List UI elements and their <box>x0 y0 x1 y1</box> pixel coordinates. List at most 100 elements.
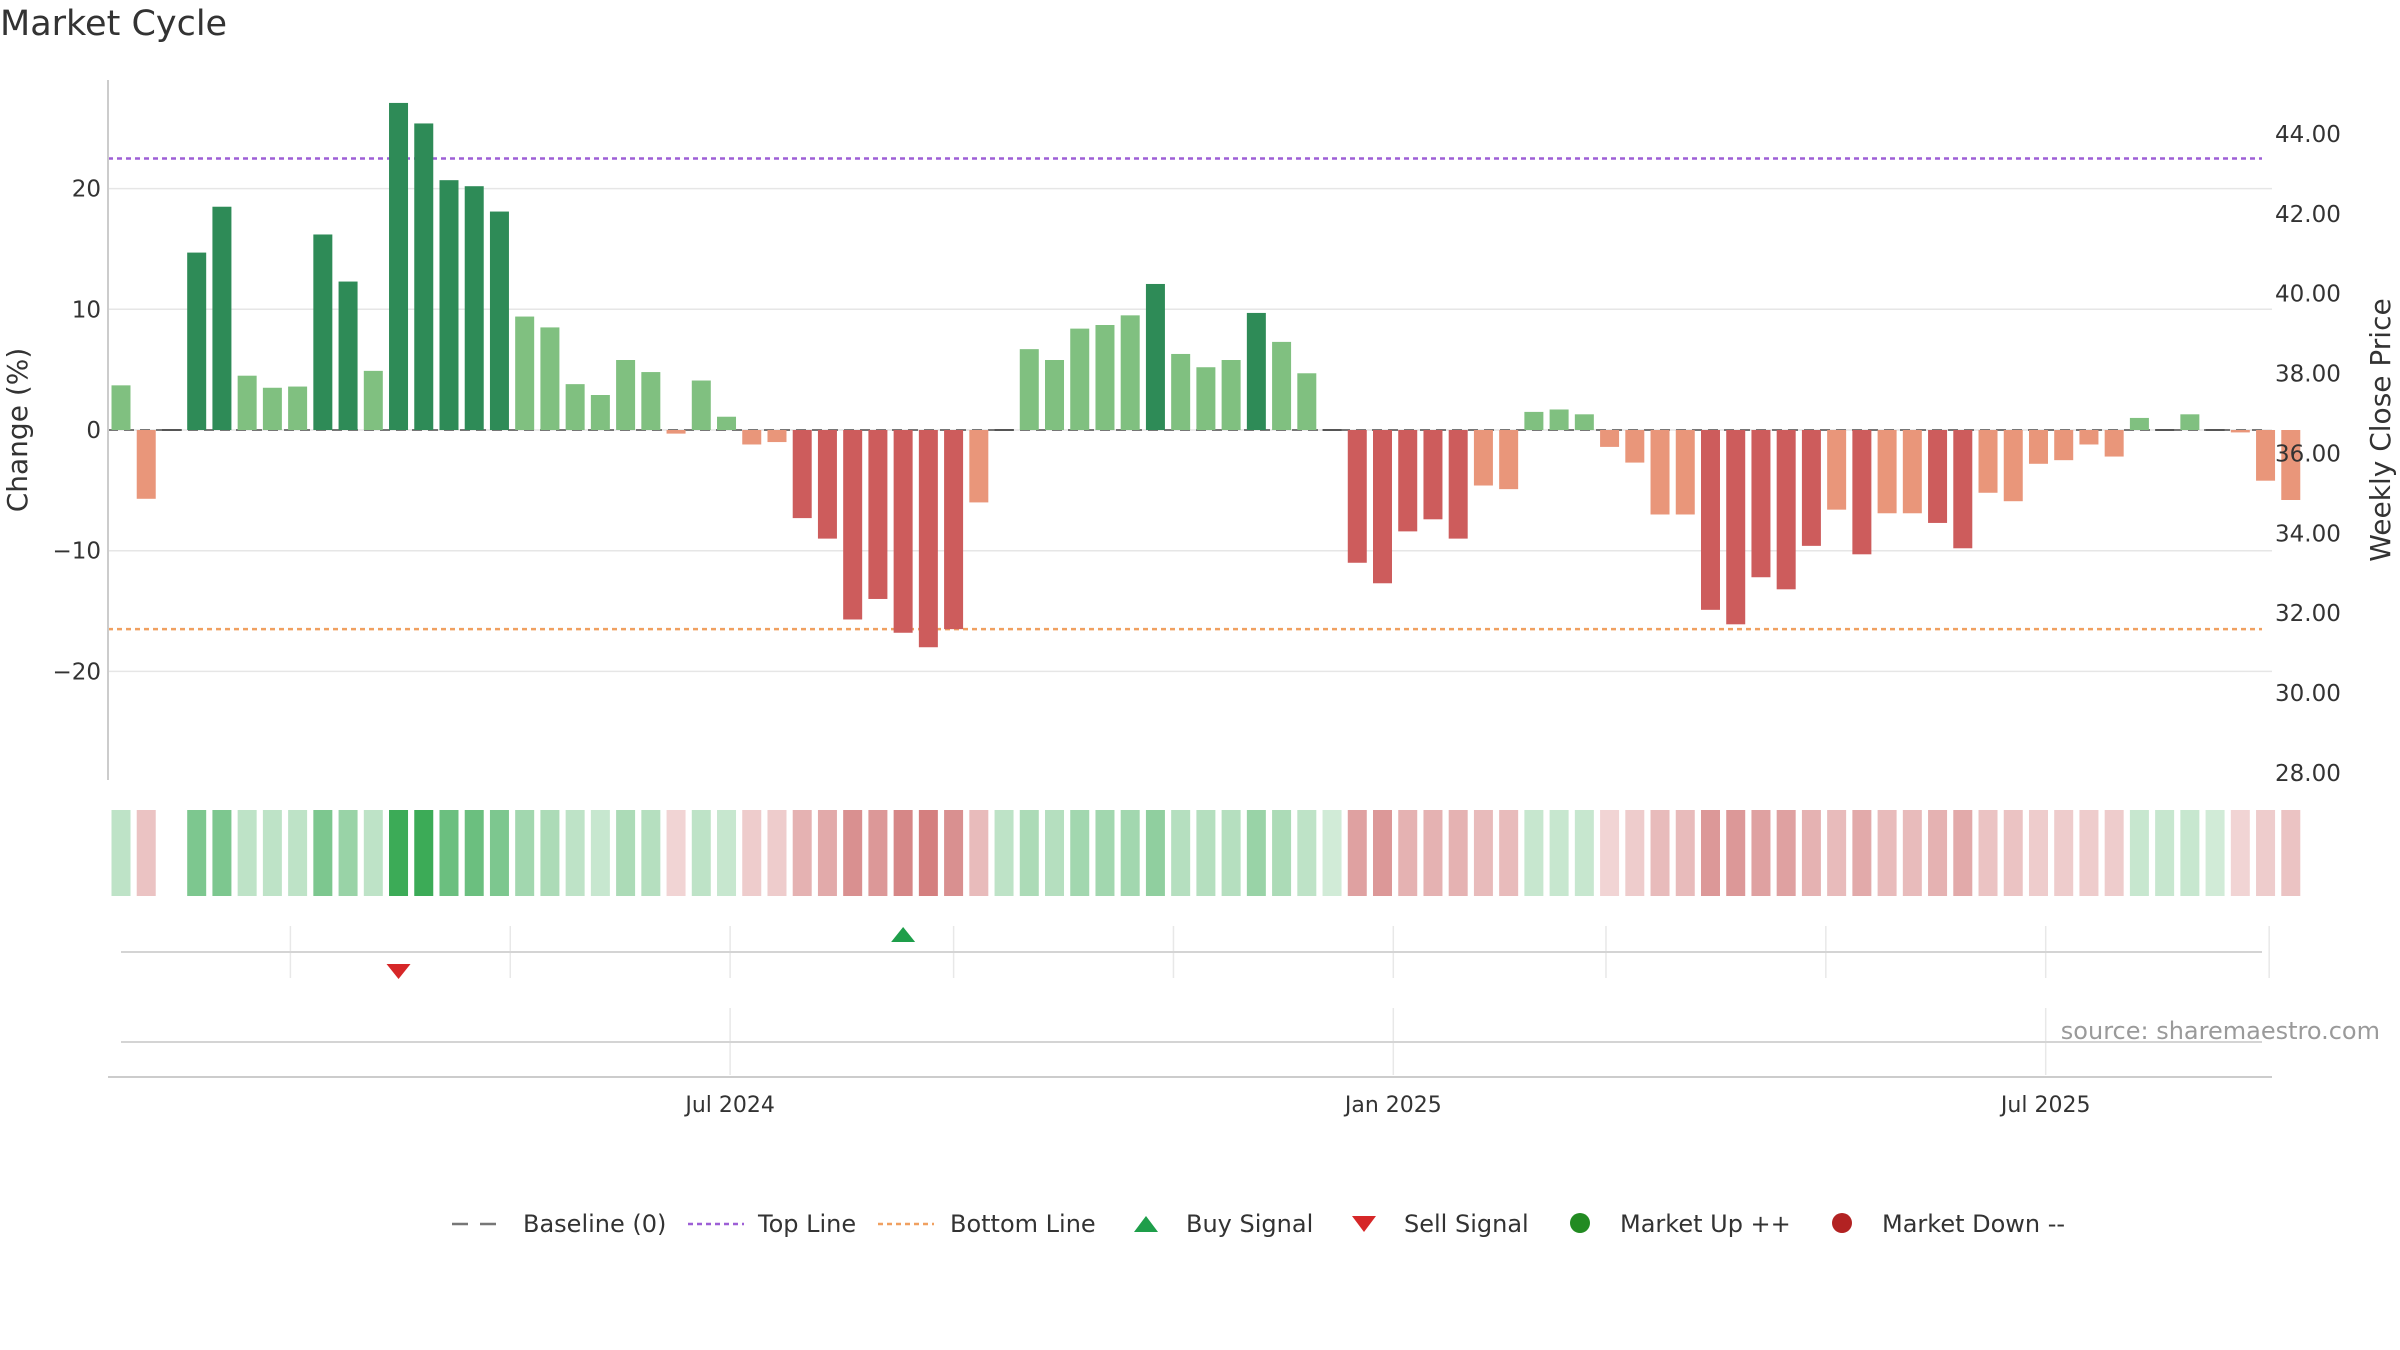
y2-tick-label: 34.00 <box>2275 521 2341 547</box>
bar <box>1524 411 1544 430</box>
bar <box>1827 430 1847 510</box>
bar <box>1852 430 1872 555</box>
bar <box>1978 430 1998 493</box>
strength-cell <box>2281 810 2301 896</box>
strength-cell <box>1524 810 1544 896</box>
strength-cell <box>691 810 711 896</box>
bar <box>363 370 383 430</box>
bar <box>2129 417 2149 430</box>
bar <box>590 395 610 430</box>
strength-cell <box>817 810 837 896</box>
strength-cell <box>1095 810 1115 896</box>
strength-cell <box>565 810 585 896</box>
bar <box>389 102 409 431</box>
change-bars <box>111 102 2301 648</box>
y2-tick-label: 36.00 <box>2275 441 2341 467</box>
bar <box>1398 430 1418 532</box>
bar <box>1171 353 1191 430</box>
bar <box>212 206 232 430</box>
bar <box>641 372 661 430</box>
bar <box>2155 429 2175 431</box>
strength-cell <box>1448 810 1468 896</box>
strength-cell <box>1246 810 1266 896</box>
strength-cell <box>1473 810 1493 896</box>
y-tick-label: 10 <box>72 297 101 323</box>
bar <box>161 429 181 431</box>
strength-cell <box>1978 810 1998 896</box>
legend-label: Sell Signal <box>1404 1210 1529 1238</box>
strength-cell <box>464 810 484 896</box>
bar <box>2180 414 2200 430</box>
strength-cell <box>1120 810 1140 896</box>
bar <box>262 387 282 430</box>
y-tick-label: −20 <box>52 659 101 685</box>
strength-cell <box>1398 810 1418 896</box>
strength-cell <box>1650 810 1670 896</box>
strength-cell <box>540 810 560 896</box>
y-axis-title: Change (%) <box>1 348 34 513</box>
strength-cell <box>1625 810 1645 896</box>
bar <box>1499 430 1519 490</box>
buy-signal-legend-icon <box>1134 1216 1158 1232</box>
strength-cell <box>717 810 737 896</box>
strength-cell <box>1751 810 1771 896</box>
strength-cell <box>2028 810 2048 896</box>
bar <box>1070 328 1090 430</box>
strength-cell <box>515 810 535 896</box>
axes: −20 −10 0 10 20 28.00 30.00 32.00 34.00 36.00 38.0… <box>1 80 2397 787</box>
bar <box>2104 430 2124 457</box>
bar <box>1877 430 1897 514</box>
bar <box>1650 430 1670 515</box>
bar <box>111 385 131 430</box>
bar <box>1928 430 1948 523</box>
legend-item: Bottom Line <box>878 1210 1096 1238</box>
bar <box>666 430 686 434</box>
buy-signal-marker <box>891 927 916 942</box>
strength-cell <box>136 810 156 896</box>
bar <box>1196 367 1216 430</box>
bar <box>1700 430 1720 610</box>
strength-cell <box>1726 810 1746 896</box>
strength-cell <box>590 810 610 896</box>
strength-cell <box>288 810 308 896</box>
bar <box>893 430 913 633</box>
bar <box>616 360 636 430</box>
bar <box>1272 341 1292 430</box>
strength-cell <box>1776 810 1796 896</box>
bar <box>742 430 762 445</box>
strength-strip <box>111 810 2301 896</box>
x-axis: Jul 2024 Jan 2025 Jul 2025 <box>108 1008 2272 1118</box>
bar <box>1625 430 1645 463</box>
strength-cell <box>1171 810 1191 896</box>
bar <box>2230 430 2250 433</box>
bar <box>464 186 484 430</box>
bar <box>944 430 964 630</box>
legend-label: Market Down -- <box>1882 1210 2065 1238</box>
bar <box>1448 430 1468 539</box>
legend-item: Top Line <box>688 1210 856 1238</box>
legend-label: Baseline (0) <box>523 1210 666 1238</box>
bar <box>843 430 863 620</box>
bar <box>969 430 989 503</box>
strength-cell <box>1675 810 1695 896</box>
bar <box>1423 430 1443 520</box>
bar <box>313 234 333 430</box>
strength-cell <box>363 810 383 896</box>
strength-cell <box>2256 810 2276 896</box>
legend-item: Buy Signal <box>1134 1210 1313 1238</box>
strength-cell <box>767 810 787 896</box>
strength-cell <box>1600 810 1620 896</box>
bar <box>1120 315 1140 430</box>
strength-cell <box>2003 810 2023 896</box>
bar <box>717 416 737 430</box>
strength-cell <box>1297 810 1317 896</box>
bar <box>2054 430 2074 461</box>
y2-tick-label: 44.00 <box>2275 122 2341 148</box>
bar <box>1045 360 1065 430</box>
bar <box>1801 430 1821 546</box>
bar <box>2079 430 2099 445</box>
strength-cell <box>1373 810 1392 896</box>
bar <box>1246 312 1266 430</box>
legend: Baseline (0) Top Line Bottom Line Buy Signa… <box>452 1210 2065 1238</box>
bar <box>489 211 509 430</box>
